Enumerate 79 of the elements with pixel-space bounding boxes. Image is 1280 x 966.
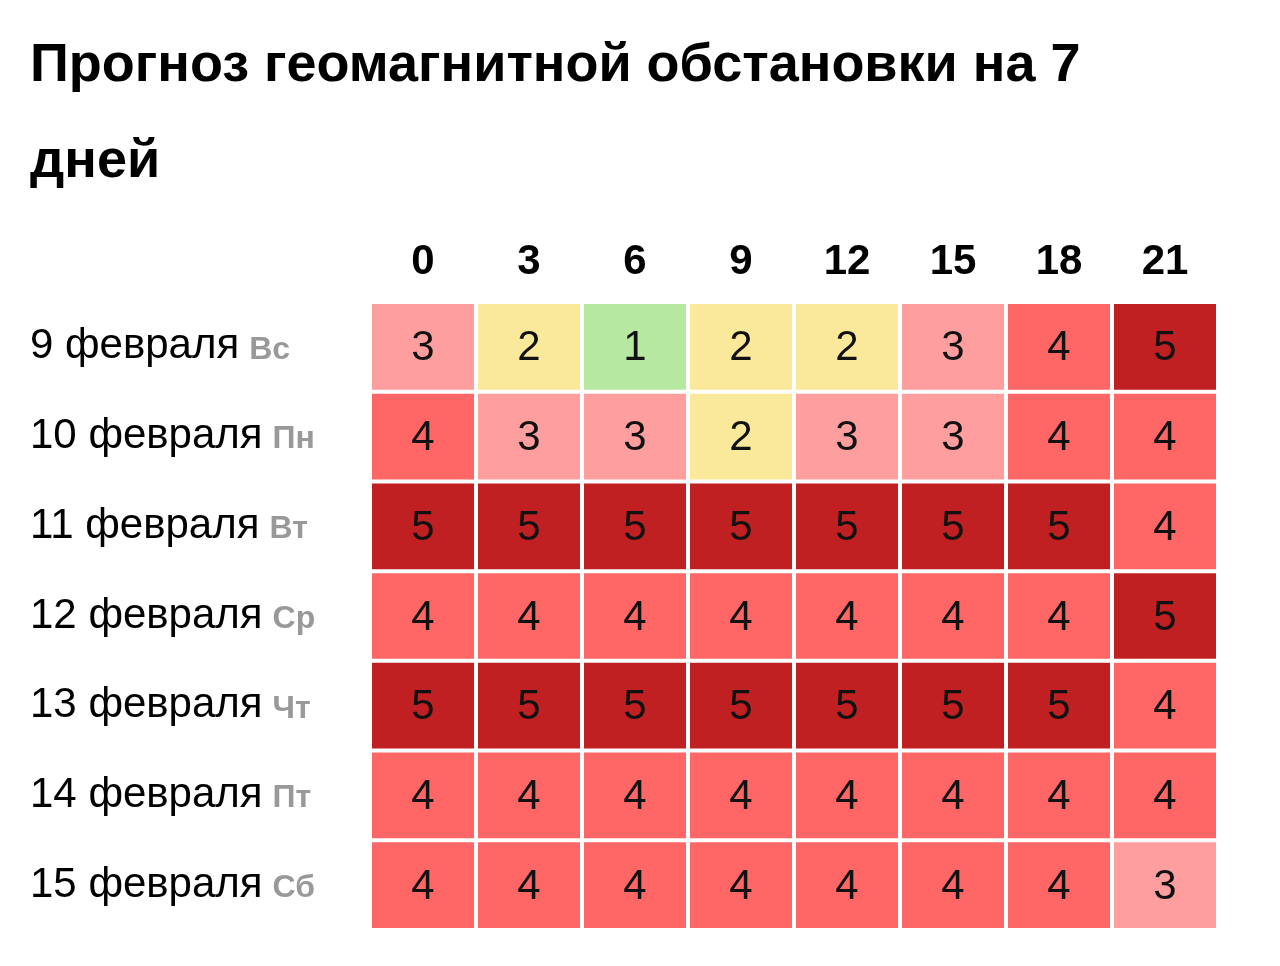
data-label: 4 bbox=[623, 591, 647, 639]
data-label: 4 bbox=[411, 771, 435, 819]
data-label: 4 bbox=[835, 591, 859, 639]
x-tick-label: 21 bbox=[1141, 235, 1189, 283]
data-label: 3 bbox=[411, 322, 435, 370]
x-tick-label: 0 bbox=[411, 235, 435, 283]
data-label: 4 bbox=[941, 860, 965, 908]
data-label: 5 bbox=[1047, 501, 1071, 549]
data-label: 5 bbox=[941, 501, 965, 549]
y2-tick-label: Пн bbox=[272, 419, 315, 456]
y-tick-label: 9 февраля bbox=[30, 320, 240, 368]
data-label: 5 bbox=[411, 681, 435, 729]
x-tick-label: 15 bbox=[929, 235, 977, 283]
data-label: 4 bbox=[1153, 501, 1177, 549]
data-label: 4 bbox=[1047, 591, 1071, 639]
y2-tick-label: Сб bbox=[272, 867, 316, 904]
y2-tick-label: Чт bbox=[272, 688, 311, 725]
data-label: 4 bbox=[517, 591, 541, 639]
data-label: 5 bbox=[623, 681, 647, 729]
data-label: 4 bbox=[411, 860, 435, 908]
data-label: 5 bbox=[1047, 681, 1071, 729]
data-label: 5 bbox=[517, 501, 541, 549]
data-label: 4 bbox=[835, 771, 859, 819]
data-label: 4 bbox=[1153, 771, 1177, 819]
x-tick-label: 3 bbox=[517, 235, 541, 283]
data-label: 5 bbox=[1153, 591, 1177, 639]
data-label: 5 bbox=[623, 501, 647, 549]
y2-tick-label: Вс bbox=[249, 329, 291, 366]
data-label: 4 bbox=[411, 412, 435, 460]
data-label: 4 bbox=[835, 860, 859, 908]
data-label: 4 bbox=[623, 860, 647, 908]
data-label: 4 bbox=[517, 860, 541, 908]
data-label: 5 bbox=[729, 501, 753, 549]
data-label: 4 bbox=[1047, 322, 1071, 370]
x-tick-label: 9 bbox=[729, 235, 753, 283]
data-label: 3 bbox=[623, 412, 647, 460]
data-label: 3 bbox=[941, 322, 965, 370]
data-label: 3 bbox=[835, 412, 859, 460]
data-label: 5 bbox=[411, 501, 435, 549]
data-label: 2 bbox=[517, 322, 541, 370]
y-tick-label: 11 февраля bbox=[30, 499, 260, 547]
data-label: 4 bbox=[729, 771, 753, 819]
data-label: 4 bbox=[941, 591, 965, 639]
x-tick-label: 6 bbox=[623, 235, 647, 283]
data-label: 2 bbox=[835, 322, 859, 370]
y-tick-label: 15 февраля bbox=[30, 858, 263, 906]
y2-tick-label: Вт bbox=[269, 509, 308, 546]
data-label: 5 bbox=[941, 681, 965, 729]
data-label: 5 bbox=[729, 681, 753, 729]
y-tick-label: 12 февраля bbox=[30, 589, 263, 637]
chart-title: Прогноз геомагнитной обстановки на 7 дней bbox=[29, 31, 1082, 190]
data-label: 5 bbox=[1153, 322, 1177, 370]
data-label: 5 bbox=[835, 501, 859, 549]
data-label: 2 bbox=[729, 412, 753, 460]
data-label: 4 bbox=[1047, 412, 1071, 460]
data-label: 3 bbox=[517, 412, 541, 460]
data-label: 4 bbox=[1153, 412, 1177, 460]
data-label: 4 bbox=[411, 591, 435, 639]
data-label: 4 bbox=[623, 771, 647, 819]
y-tick-label: 13 февраля bbox=[30, 679, 263, 727]
y-tick-label: 14 февраля bbox=[30, 769, 263, 817]
data-label: 5 bbox=[517, 681, 541, 729]
data-label: 4 bbox=[941, 771, 965, 819]
y2-tick-label: Ср bbox=[272, 598, 316, 635]
y-tick-label: 10 февраля bbox=[30, 410, 263, 458]
data-label: 4 bbox=[729, 591, 753, 639]
data-label: 2 bbox=[729, 322, 753, 370]
x-tick-label: 18 bbox=[1035, 235, 1083, 283]
data-label: 4 bbox=[729, 860, 753, 908]
data-label: 3 bbox=[1153, 860, 1177, 908]
data-label: 4 bbox=[517, 771, 541, 819]
data-label: 3 bbox=[941, 412, 965, 460]
data-label: 5 bbox=[835, 681, 859, 729]
data-label: 4 bbox=[1047, 860, 1071, 908]
x-tick-label: 12 bbox=[823, 235, 871, 283]
data-label: 1 bbox=[623, 322, 647, 370]
data-label: 4 bbox=[1153, 681, 1177, 729]
y2-tick-label: Пт bbox=[272, 778, 312, 815]
data-label: 4 bbox=[1047, 771, 1071, 819]
